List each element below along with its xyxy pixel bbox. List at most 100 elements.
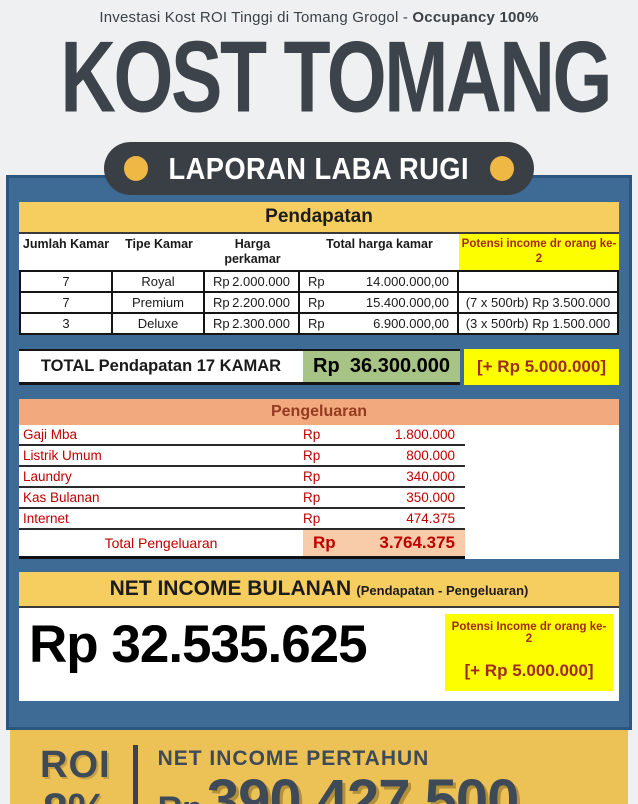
report-badge: LAPORAN LABA RUGI	[104, 142, 534, 195]
net-income-subtitle: (Pendapatan - Pengeluaran)	[356, 583, 529, 598]
currency-label: Rp	[313, 533, 336, 552]
expense-row: Internet Rp 474.375	[19, 509, 465, 530]
cell-harga: Rp 2.000.000	[205, 272, 300, 293]
cell-total: Rp 15.400.000,00	[300, 293, 459, 314]
expense-label: Laundry	[23, 469, 72, 484]
currency-label: Rp	[303, 427, 321, 442]
expense-row: Listrik Umum Rp 800.000	[19, 446, 465, 467]
spacer	[19, 335, 619, 349]
expense-value: 800.000	[406, 448, 455, 463]
income-total-value: 36.300.000	[349, 355, 450, 377]
cell-potensi: (7 x 500rb) Rp 3.500.000	[459, 293, 619, 314]
cell-jumlah: 7	[19, 272, 113, 293]
total-value: 15.400.000,00	[365, 295, 449, 310]
cell-harga: Rp 2.200.000	[205, 293, 300, 314]
expense-total-value: 3.764.375	[379, 533, 455, 552]
expense-total-value-cell: Rp 3.764.375	[303, 530, 465, 556]
expense-row: Laundry Rp 340.000	[19, 467, 465, 488]
expense-total-row: Total Pengeluaran Rp 3.764.375	[19, 530, 465, 559]
currency-label: Rp	[308, 295, 325, 310]
currency-label: Rp	[213, 316, 230, 331]
cell-tipe: Premium	[113, 293, 205, 314]
harga-value: 2.200.000	[232, 295, 290, 310]
currency-label: Rp	[308, 274, 325, 289]
roi-footer: ROI 8% NET INCOME PERTAHUN Rp 390.427.50…	[10, 730, 628, 804]
expense-label: Listrik Umum	[23, 448, 102, 463]
harga-value: 2.000.000	[232, 274, 290, 289]
vertical-divider	[132, 745, 138, 804]
currency-label: Rp	[313, 355, 340, 377]
expense-row: Gaji Mba Rp 1.800.000	[19, 425, 465, 446]
income-total-row: TOTAL Pendapatan 17 KAMAR Rp 36.300.000 …	[19, 349, 619, 385]
income-table-row: 7 Premium Rp 2.200.000 Rp 15.400.000,00 (7…	[19, 293, 619, 314]
roi-block: ROI 8%	[30, 744, 121, 804]
annual-net-income-value-row: Rp 390.427.500	[158, 771, 618, 804]
net-income-monthly-value: Rp 32.535.625	[29, 615, 368, 674]
spacer	[19, 385, 619, 399]
currency-label: Rp	[303, 511, 321, 526]
income-section-title: Pendapatan	[19, 202, 619, 234]
currency-label: Rp	[158, 790, 203, 804]
report-panel: Pendapatan Jumlah Kamar Tipe Kamar Harga…	[6, 175, 632, 730]
currency-label: Rp	[308, 316, 325, 331]
cell-tipe: Deluxe	[113, 314, 205, 335]
cell-harga: Rp 2.300.000	[205, 314, 300, 335]
income-total-value-cell: Rp 36.300.000	[303, 349, 460, 385]
total-value: 14.000.000,00	[365, 274, 449, 289]
tagline-occupancy: Occupancy 100%	[412, 9, 539, 26]
income-table-row: 7 Royal Rp 2.000.000 Rp 14.000.000,00	[19, 272, 619, 293]
report-badge-label: LAPORAN LABA RUGI	[168, 150, 470, 186]
cell-potensi	[459, 272, 619, 293]
annual-net-income-value: 390.427.500	[206, 768, 520, 804]
badge-dot-left-icon	[124, 156, 149, 181]
harga-value: 2.300.000	[232, 316, 290, 331]
currency-label: Rp	[303, 490, 321, 505]
col-header-jumlah-kamar: Jumlah Kamar	[22, 237, 110, 251]
potensi-income-value: [+ Rp 5.000.000]	[464, 661, 594, 680]
expense-value: 474.375	[406, 511, 455, 526]
col-header-total-harga: Total harga kamar	[326, 237, 433, 251]
net-income-title: NET INCOME BULANAN	[109, 577, 352, 600]
net-income-section: NET INCOME BULANAN (Pendapatan - Pengelu…	[19, 572, 619, 701]
roi-value: 8%	[43, 786, 108, 804]
expense-value: 340.000	[406, 469, 455, 484]
potensi-income-title: Potensi Income dr orang ke-2	[451, 621, 607, 645]
annual-net-income-block: NET INCOME PERTAHUN Rp 390.427.500	[150, 747, 618, 804]
poster-header: Investasi Kost ROI Tinggi di Tomang Grog…	[0, 0, 638, 195]
poster-title-text: KOST TOMANG	[60, 19, 612, 134]
cell-jumlah: 7	[19, 293, 113, 314]
income-table-header-row: Jumlah Kamar Tipe Kamar Harga perkamar T…	[19, 234, 619, 272]
roi-label: ROI	[40, 744, 111, 786]
cell-total: Rp 6.900.000,00	[300, 314, 459, 335]
expense-value: 1.800.000	[394, 427, 455, 442]
currency-label: Rp	[213, 274, 230, 289]
cell-tipe: Royal	[113, 272, 205, 293]
poster-title: KOST TOMANG	[0, 24, 638, 130]
annual-net-income-label: NET INCOME PERTAHUN	[157, 747, 430, 770]
cell-potensi: (3 x 500rb) Rp 1.500.000	[459, 314, 619, 335]
badge-dot-right-icon	[489, 156, 514, 181]
expense-label: Gaji Mba	[23, 427, 78, 442]
spacer	[19, 559, 619, 572]
net-income-body: Rp 32.535.625 Potensi Income dr orang ke…	[19, 608, 619, 701]
cell-total: Rp 14.000.000,00	[300, 272, 459, 293]
currency-label: Rp	[303, 469, 321, 484]
expense-label: Internet	[23, 511, 69, 526]
currency-label: Rp	[303, 448, 321, 463]
expense-row: Kas Bulanan Rp 350.000	[19, 488, 465, 509]
income-total-label: TOTAL Pendapatan 17 KAMAR	[19, 349, 303, 385]
col-header-potensi-income: Potensi income dr orang ke-2	[459, 234, 619, 270]
expense-total-label: Total Pengeluaran	[104, 535, 218, 551]
net-income-header: NET INCOME BULANAN (Pendapatan - Pengelu…	[19, 572, 619, 608]
col-header-harga-perkamar: Harga perkamar	[224, 237, 281, 266]
tagline-text: Investasi Kost ROI Tinggi di Tomang Grog…	[99, 9, 413, 26]
report-badge-wrap: LAPORAN LABA RUGI	[0, 142, 638, 195]
currency-label: Rp	[213, 295, 230, 310]
income-total-extra: [+ Rp 5.000.000]	[464, 349, 619, 385]
tagline: Investasi Kost ROI Tinggi di Tomang Grog…	[0, 0, 638, 26]
income-table-row: 3 Deluxe Rp 2.300.000 Rp 6.900.000,00 (3 x…	[19, 314, 619, 335]
income-section: Pendapatan Jumlah Kamar Tipe Kamar Harga…	[19, 202, 619, 335]
expense-section: Pengeluaran Gaji Mba Rp 1.800.000 Listri…	[19, 399, 619, 559]
total-value: 6.900.000,00	[373, 316, 449, 331]
col-header-tipe-kamar: Tipe Kamar	[125, 237, 193, 251]
